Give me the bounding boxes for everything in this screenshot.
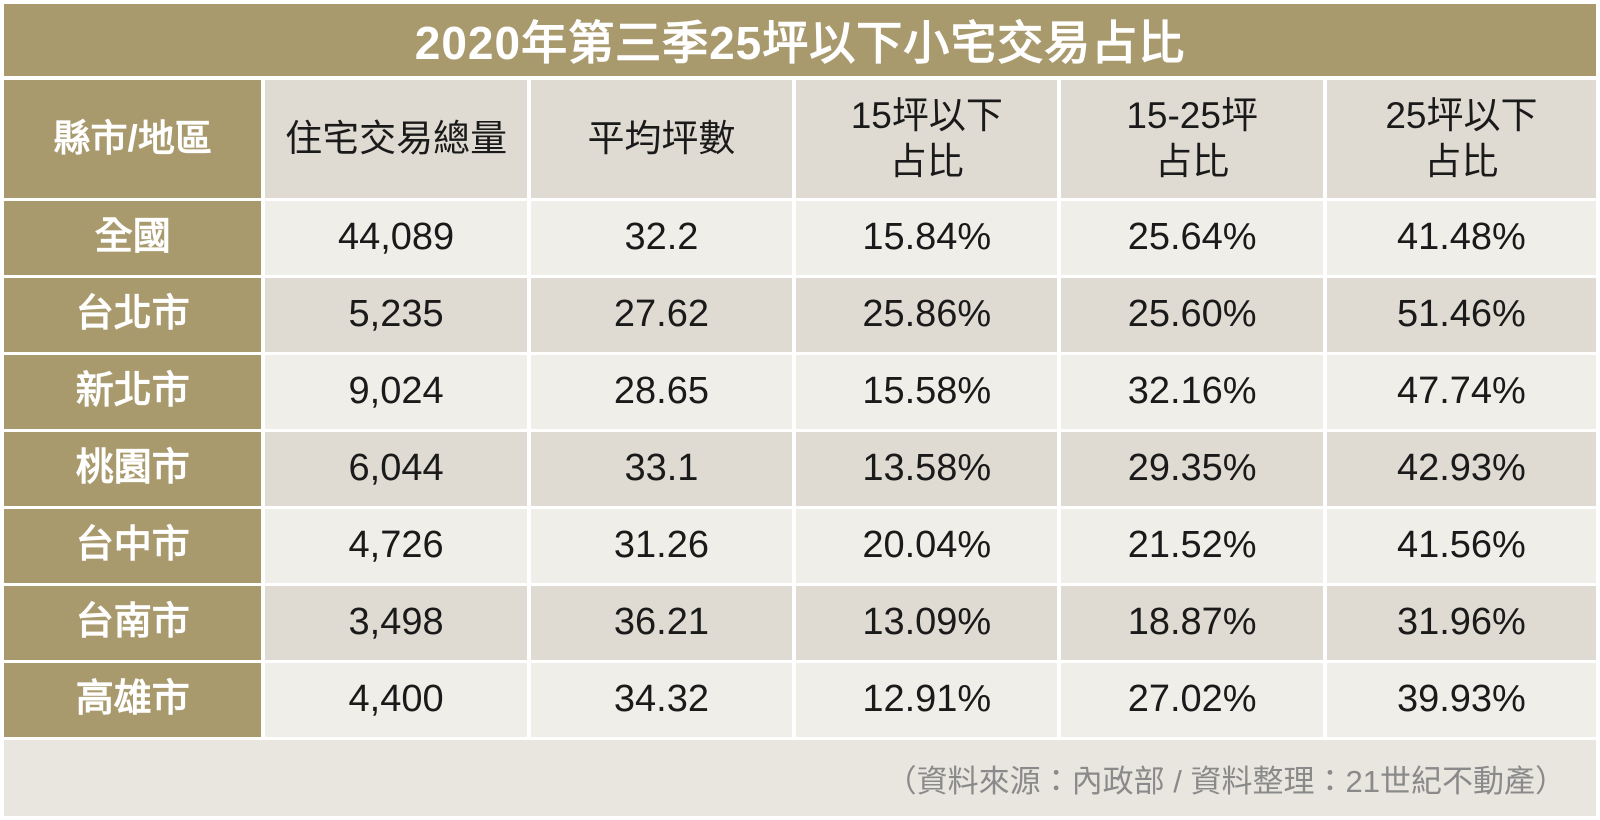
table-cell: 13.09%: [796, 586, 1058, 660]
column-header: 15坪以下 占比: [796, 80, 1058, 198]
table-cell: 12.91%: [796, 663, 1058, 737]
row-header-cell: 桃園市: [4, 432, 262, 506]
table-cell: 41.56%: [1326, 509, 1596, 583]
table-cell: 3,498: [265, 586, 527, 660]
table-cell: 21.52%: [1061, 509, 1323, 583]
table-cell: 25.60%: [1061, 278, 1323, 352]
data-table: 縣市/地區 住宅交易總量 平均坪數 15坪以下 占比 15-25坪 占比 25坪以下 占比…: [4, 80, 1596, 737]
table-cell: 6,044: [265, 432, 527, 506]
table-cell: 9,024: [265, 355, 527, 429]
table-cell: 29.35%: [1061, 432, 1323, 506]
table-cell: 33.1: [530, 432, 793, 506]
table-cell: 25.86%: [796, 278, 1058, 352]
table-cell: 44,089: [265, 201, 527, 275]
row-header-cell: 台北市: [4, 278, 262, 352]
row-header-cell: 高雄市: [4, 663, 262, 737]
table-cell: 34.32: [530, 663, 793, 737]
table-cell: 51.46%: [1326, 278, 1596, 352]
table-cell: 15.84%: [796, 201, 1058, 275]
table-cell: 25.64%: [1061, 201, 1323, 275]
table-cell: 42.93%: [1326, 432, 1596, 506]
column-header: 25坪以下 占比: [1326, 80, 1596, 198]
row-header-cell: 新北市: [4, 355, 262, 429]
column-header: 平均坪數: [530, 80, 793, 198]
table-cell: 27.02%: [1061, 663, 1323, 737]
table-cell: 18.87%: [1061, 586, 1323, 660]
table-cell: 4,400: [265, 663, 527, 737]
table-cell: 32.2: [530, 201, 793, 275]
table-cell: 27.62: [530, 278, 793, 352]
source-note: （資料來源：內政部 / 資料整理：21世紀不動產）: [4, 740, 1596, 816]
table-cell: 20.04%: [796, 509, 1058, 583]
table-cell: 39.93%: [1326, 663, 1596, 737]
corner-header-cell: 縣市/地區: [4, 80, 262, 198]
column-header: 15-25坪 占比: [1061, 80, 1323, 198]
table-cell: 36.21: [530, 586, 793, 660]
table-cell: 47.74%: [1326, 355, 1596, 429]
table-title: 2020年第三季25坪以下小宅交易占比: [4, 4, 1596, 76]
table-cell: 31.96%: [1326, 586, 1596, 660]
table-cell: 5,235: [265, 278, 527, 352]
row-header-cell: 台中市: [4, 509, 262, 583]
row-header-cell: 全國: [4, 201, 262, 275]
table-cell: 31.26: [530, 509, 793, 583]
row-header-cell: 台南市: [4, 586, 262, 660]
column-header: 住宅交易總量: [265, 80, 527, 198]
table-cell: 28.65: [530, 355, 793, 429]
table-cell: 32.16%: [1061, 355, 1323, 429]
table-cell: 4,726: [265, 509, 527, 583]
table-cell: 41.48%: [1326, 201, 1596, 275]
table-cell: 13.58%: [796, 432, 1058, 506]
table-cell: 15.58%: [796, 355, 1058, 429]
